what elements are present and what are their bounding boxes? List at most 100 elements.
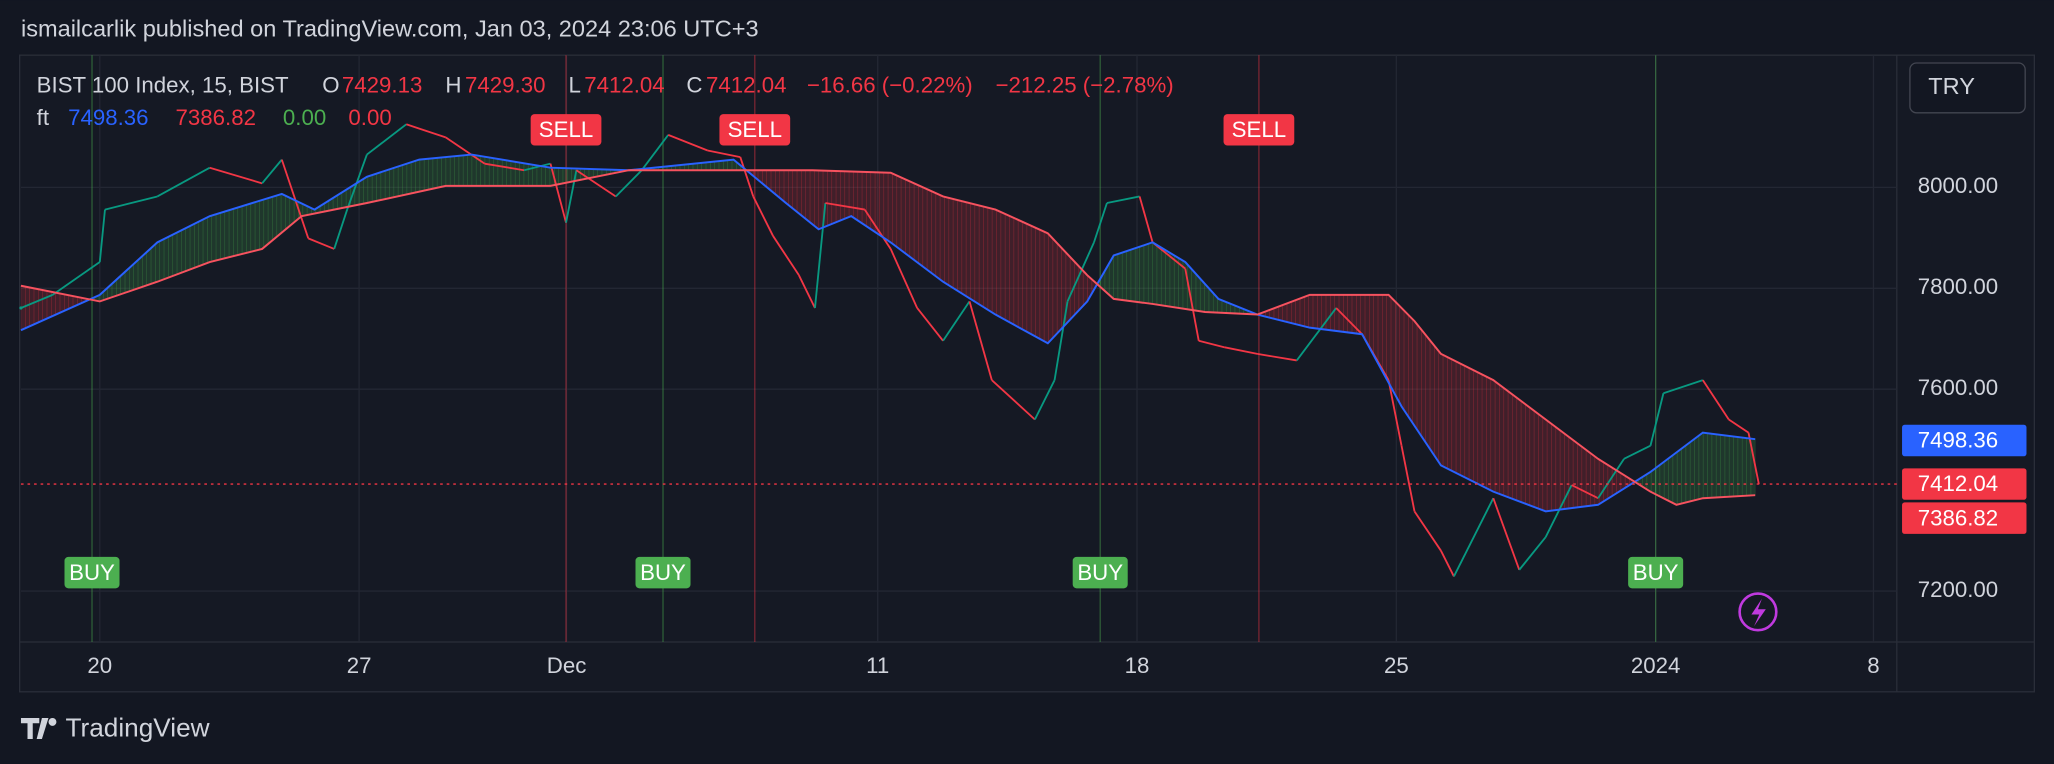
cloud-fill [267, 196, 273, 245]
cloud-fill [965, 201, 971, 300]
price-segment [825, 202, 865, 211]
cloud-fill [1143, 243, 1149, 304]
price-segment [991, 379, 1036, 421]
currency-label[interactable]: TRY [1928, 73, 1975, 99]
cloud-fill [419, 158, 425, 192]
cloud-fill [1290, 299, 1296, 325]
cloud-fill [1581, 445, 1587, 508]
cloud-fill [1737, 436, 1743, 497]
price-segment [863, 209, 892, 250]
cloud-fill [1542, 416, 1548, 512]
cloud-fill [493, 157, 499, 187]
x-tick-label: Dec [547, 653, 587, 678]
cloud-fill [1403, 309, 1409, 418]
cloud-fill [176, 229, 182, 275]
price-segment [1138, 196, 1154, 243]
cloud-fill [939, 194, 945, 284]
cloud-fill [410, 160, 416, 194]
x-tick-label: 2024 [1631, 653, 1681, 678]
cloud-fill [1451, 358, 1457, 474]
price-segment [1224, 346, 1258, 355]
cloud-fill [1707, 432, 1713, 499]
cloud-fill [1013, 217, 1019, 328]
price-segment [916, 307, 944, 342]
price-segment [52, 261, 101, 296]
x-tick-label: 11 [866, 653, 889, 678]
cloud-fill [1408, 314, 1414, 425]
price-segment [1184, 268, 1200, 341]
cloud-fill [545, 166, 551, 187]
x-tick-label: 20 [87, 653, 112, 678]
cloud-fill [1004, 213, 1010, 323]
price-segment [307, 237, 335, 250]
price-segment [484, 162, 525, 172]
cloud-fill [918, 184, 924, 268]
cloud-fill [809, 169, 815, 227]
price-segment [1663, 379, 1704, 395]
price-segment [280, 159, 310, 239]
x-tick-label: 18 [1125, 653, 1150, 678]
price-segment [1571, 484, 1599, 500]
cloud-fill [1295, 298, 1301, 326]
cloud-fill [458, 155, 464, 187]
cloud-fill [1668, 454, 1674, 504]
cloud-fill [861, 171, 867, 227]
cloud-fill [233, 207, 239, 257]
cloud-fill [371, 173, 377, 203]
price-badge [1902, 468, 2027, 500]
price-segment [1728, 418, 1749, 434]
cloud-fill [714, 160, 720, 171]
cloud-fill [892, 173, 898, 248]
price-segment [707, 149, 741, 158]
cloud-fill [1286, 301, 1292, 324]
header-title: ismailcarlik published on TradingView.co… [21, 15, 759, 41]
cloud-fill [254, 200, 260, 252]
cloud-fill [1702, 432, 1708, 499]
cloud-fill [1382, 294, 1388, 380]
cloud-fill [1065, 251, 1071, 325]
cloud-fill [436, 157, 442, 189]
footer-brand: TradingView [65, 713, 209, 743]
currency-button[interactable] [1909, 62, 2026, 114]
cloud-fill [246, 203, 252, 254]
cloud-fill [224, 209, 230, 259]
legend-field-value: 7412.04 [706, 72, 786, 97]
alert-icon[interactable] [1738, 592, 1778, 632]
cloud-fill [1017, 219, 1023, 330]
cloud-fill [1442, 354, 1448, 470]
cloud-fill [1685, 441, 1691, 503]
price-segment [772, 235, 800, 276]
price-segment [968, 301, 993, 381]
cloud-fill [818, 170, 824, 230]
cloud-fill [363, 175, 369, 205]
legend-field-label: O [322, 72, 339, 97]
cloud-fill [1434, 344, 1440, 464]
indicator-name: ft [37, 105, 50, 130]
indicator-value: 0.00 [283, 105, 326, 130]
cloud-fill [159, 238, 165, 282]
cloud-fill [835, 170, 841, 223]
price-segment [1053, 301, 1069, 381]
legend-field-label: L [569, 72, 581, 97]
cloud-fill [1689, 438, 1695, 502]
cloud-fill [1282, 302, 1288, 323]
legend-field-label: H [445, 72, 461, 97]
cloud-fill [215, 212, 221, 261]
cloud-fill [1048, 233, 1054, 344]
price-segment [1440, 550, 1455, 577]
cloud-fill [1035, 227, 1041, 340]
cloud-fill [961, 200, 967, 297]
cloud-fill [1520, 400, 1526, 505]
cloud-fill [488, 157, 494, 187]
price-segment [156, 166, 211, 198]
price-segment [1544, 484, 1573, 538]
cloud-fill [506, 159, 512, 187]
cloud-fill [796, 169, 802, 217]
cloud-fill [519, 162, 525, 187]
cloud-fill [280, 193, 286, 234]
cloud-fill [441, 156, 447, 188]
cloud-fill [558, 167, 564, 185]
cloud-fill [376, 171, 382, 202]
cloud-fill [1468, 367, 1474, 483]
cloud-fill [848, 171, 854, 218]
